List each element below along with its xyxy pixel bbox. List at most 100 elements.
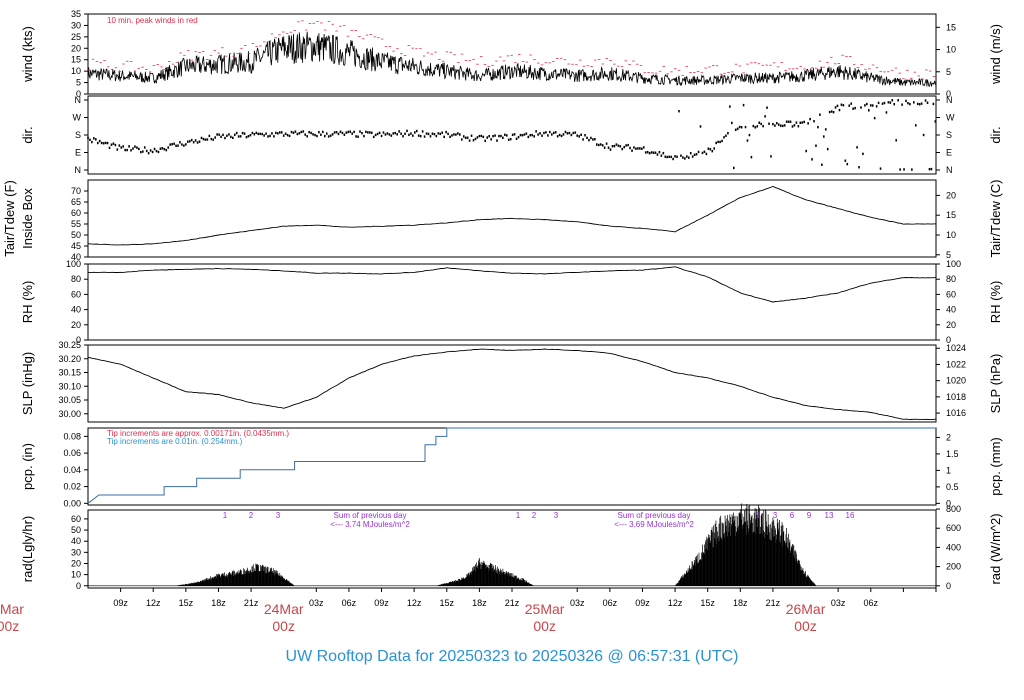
y-axis-label-right-rad: rad (W/m^2) (988, 513, 1003, 584)
x-tick-label: 12z (407, 598, 422, 608)
y-axis-label-right-dir: dir. (988, 126, 1003, 143)
left-tick-label-temp: 55 (71, 219, 81, 229)
sum-note-1: Sum of previous day (334, 511, 407, 520)
date-label-hour: 00z (0, 618, 19, 634)
right-tick-label-pcp: 0.5 (946, 482, 959, 492)
x-tick-label: 09z (113, 598, 128, 608)
y-axis-label-left-pcp: pcp. (in) (20, 443, 35, 490)
left-tick-label-wind: 10 (71, 66, 81, 76)
right-tick-label-pcp: 2 (946, 432, 951, 442)
right-tick-label-dir: S (946, 130, 952, 140)
right-tick-label-wind: 10 (946, 45, 956, 55)
x-tick-label: 12z (146, 598, 161, 608)
y-axis-label-left2-temp: Inside Box (20, 188, 35, 249)
left-tick-label-slp: 30.15 (58, 368, 81, 378)
left-tick-label-rad: 0 (76, 581, 81, 591)
hour-mark: 3 (773, 511, 778, 520)
right-tick-label-dir: W (946, 113, 955, 123)
right-tick-label-slp: 1018 (946, 392, 966, 402)
right-tick-label-dir: N (946, 165, 953, 175)
x-tick-label: 09z (374, 598, 389, 608)
date-label-day: 25Mar (525, 601, 565, 617)
y-axis-label-right-pcp: pcp. (mm) (988, 437, 1003, 496)
hour-mark: 13 (825, 511, 834, 520)
x-tick-label: 03z (309, 598, 324, 608)
y-axis-label-right-slp: SLP (hPa) (988, 354, 1003, 414)
left-tick-label-temp: 60 (71, 208, 81, 218)
left-tick-label-dir: N (75, 165, 82, 175)
right-tick-label-rh: 40 (946, 305, 956, 315)
date-label-hour: 00z (533, 618, 556, 634)
left-tick-label-rh: 20 (71, 320, 81, 330)
x-tick-label: 21z (505, 598, 520, 608)
right-tick-label-temp: 5 (946, 250, 951, 260)
x-tick-label: 15z (179, 598, 194, 608)
right-tick-label-wind: 15 (946, 22, 956, 32)
left-tick-label-pcp: 0.06 (63, 448, 81, 458)
left-tick-label-pcp: 0.04 (63, 465, 81, 475)
rh-line (88, 266, 937, 303)
tip-note-2: Tip increments are 0.01in. (0.254mm.) (107, 437, 243, 446)
x-tick-label: 03z (570, 598, 585, 608)
right-tick-label-rh: 100 (946, 259, 961, 269)
date-label-day: 24Mar (264, 601, 304, 617)
date-label-day: 26Mar (786, 601, 826, 617)
right-tick-label-slp: 1024 (946, 343, 966, 353)
left-tick-label-slp: 30.25 (58, 340, 81, 350)
x-tick-label: 12z (668, 598, 683, 608)
left-tick-label-wind: 20 (71, 43, 81, 53)
right-tick-label-rad: 600 (946, 523, 961, 533)
left-tick-label-dir: N (75, 95, 82, 105)
sum-value-1: <--- 3.74 MJoules/m^2 (330, 520, 410, 529)
panel-frame-temp (87, 179, 937, 258)
right-tick-label-wind: 5 (946, 67, 951, 77)
right-tick-label-slp: 1022 (946, 359, 966, 369)
y-axis-label-left-wind: wind (kts) (20, 26, 35, 83)
hour-mark: 1 (516, 511, 521, 520)
slp-line (87, 348, 937, 420)
x-tick-label: 09z (635, 598, 650, 608)
y-axis-label-right-wind: wind (m/s) (988, 24, 1003, 85)
sum-value-2: <--- 3.69 MJoules/m^2 (614, 520, 694, 529)
left-tick-label-wind: 5 (76, 78, 81, 88)
hour-mark: 2 (249, 511, 254, 520)
right-tick-label-rad: 200 (946, 562, 961, 572)
hour-mark: 2 (532, 511, 537, 520)
left-tick-label-wind: 30 (71, 20, 81, 30)
panel-frame-wind (87, 13, 937, 95)
right-tick-label-rad: 0 (946, 581, 951, 591)
left-tick-label-pcp: 0.02 (63, 482, 81, 492)
right-tick-label-rh: 80 (946, 274, 956, 284)
temp-line (87, 185, 937, 246)
left-tick-label-temp: 40 (71, 252, 81, 262)
left-tick-label-wind: 25 (71, 32, 81, 42)
x-tick-label: 18z (733, 598, 748, 608)
left-tick-label-dir: E (75, 148, 81, 158)
left-tick-label-rh: 0 (76, 335, 81, 345)
right-tick-label-rh: 20 (946, 320, 956, 330)
hour-mark: 1 (223, 511, 228, 520)
right-tick-label-rh: 60 (946, 289, 956, 299)
hour-mark: 16 (846, 511, 855, 520)
left-tick-label-slp: 30.00 (58, 409, 81, 419)
left-tick-label-wind: 15 (71, 55, 81, 65)
date-label-day: 3Mar (0, 601, 24, 617)
precip-line (87, 427, 936, 504)
right-tick-label-wind: 0 (946, 89, 951, 99)
peak-wind-note: 10 min. peak winds in red (107, 16, 198, 25)
x-tick-label: 21z (244, 598, 259, 608)
y-axis-label-left-rad: rad(Lgly/hr) (20, 516, 35, 582)
y-axis-label-left-dir: dir. (20, 126, 35, 143)
left-tick-label-rad: 60 (71, 514, 81, 524)
date-label-hour: 00z (794, 618, 817, 634)
left-tick-label-slp: 30.05 (58, 395, 81, 405)
right-tick-label-temp: 10 (946, 230, 956, 240)
left-tick-label-rad: 30 (71, 547, 81, 557)
x-tick-label: 15z (700, 598, 715, 608)
right-tick-label-rad: 800 (946, 504, 961, 514)
left-tick-label-dir: S (75, 130, 81, 140)
right-tick-label-temp: 15 (946, 210, 956, 220)
left-tick-label-dir: W (73, 113, 82, 123)
panel-frame-rh (87, 263, 937, 341)
left-tick-label-rad: 40 (71, 536, 81, 546)
